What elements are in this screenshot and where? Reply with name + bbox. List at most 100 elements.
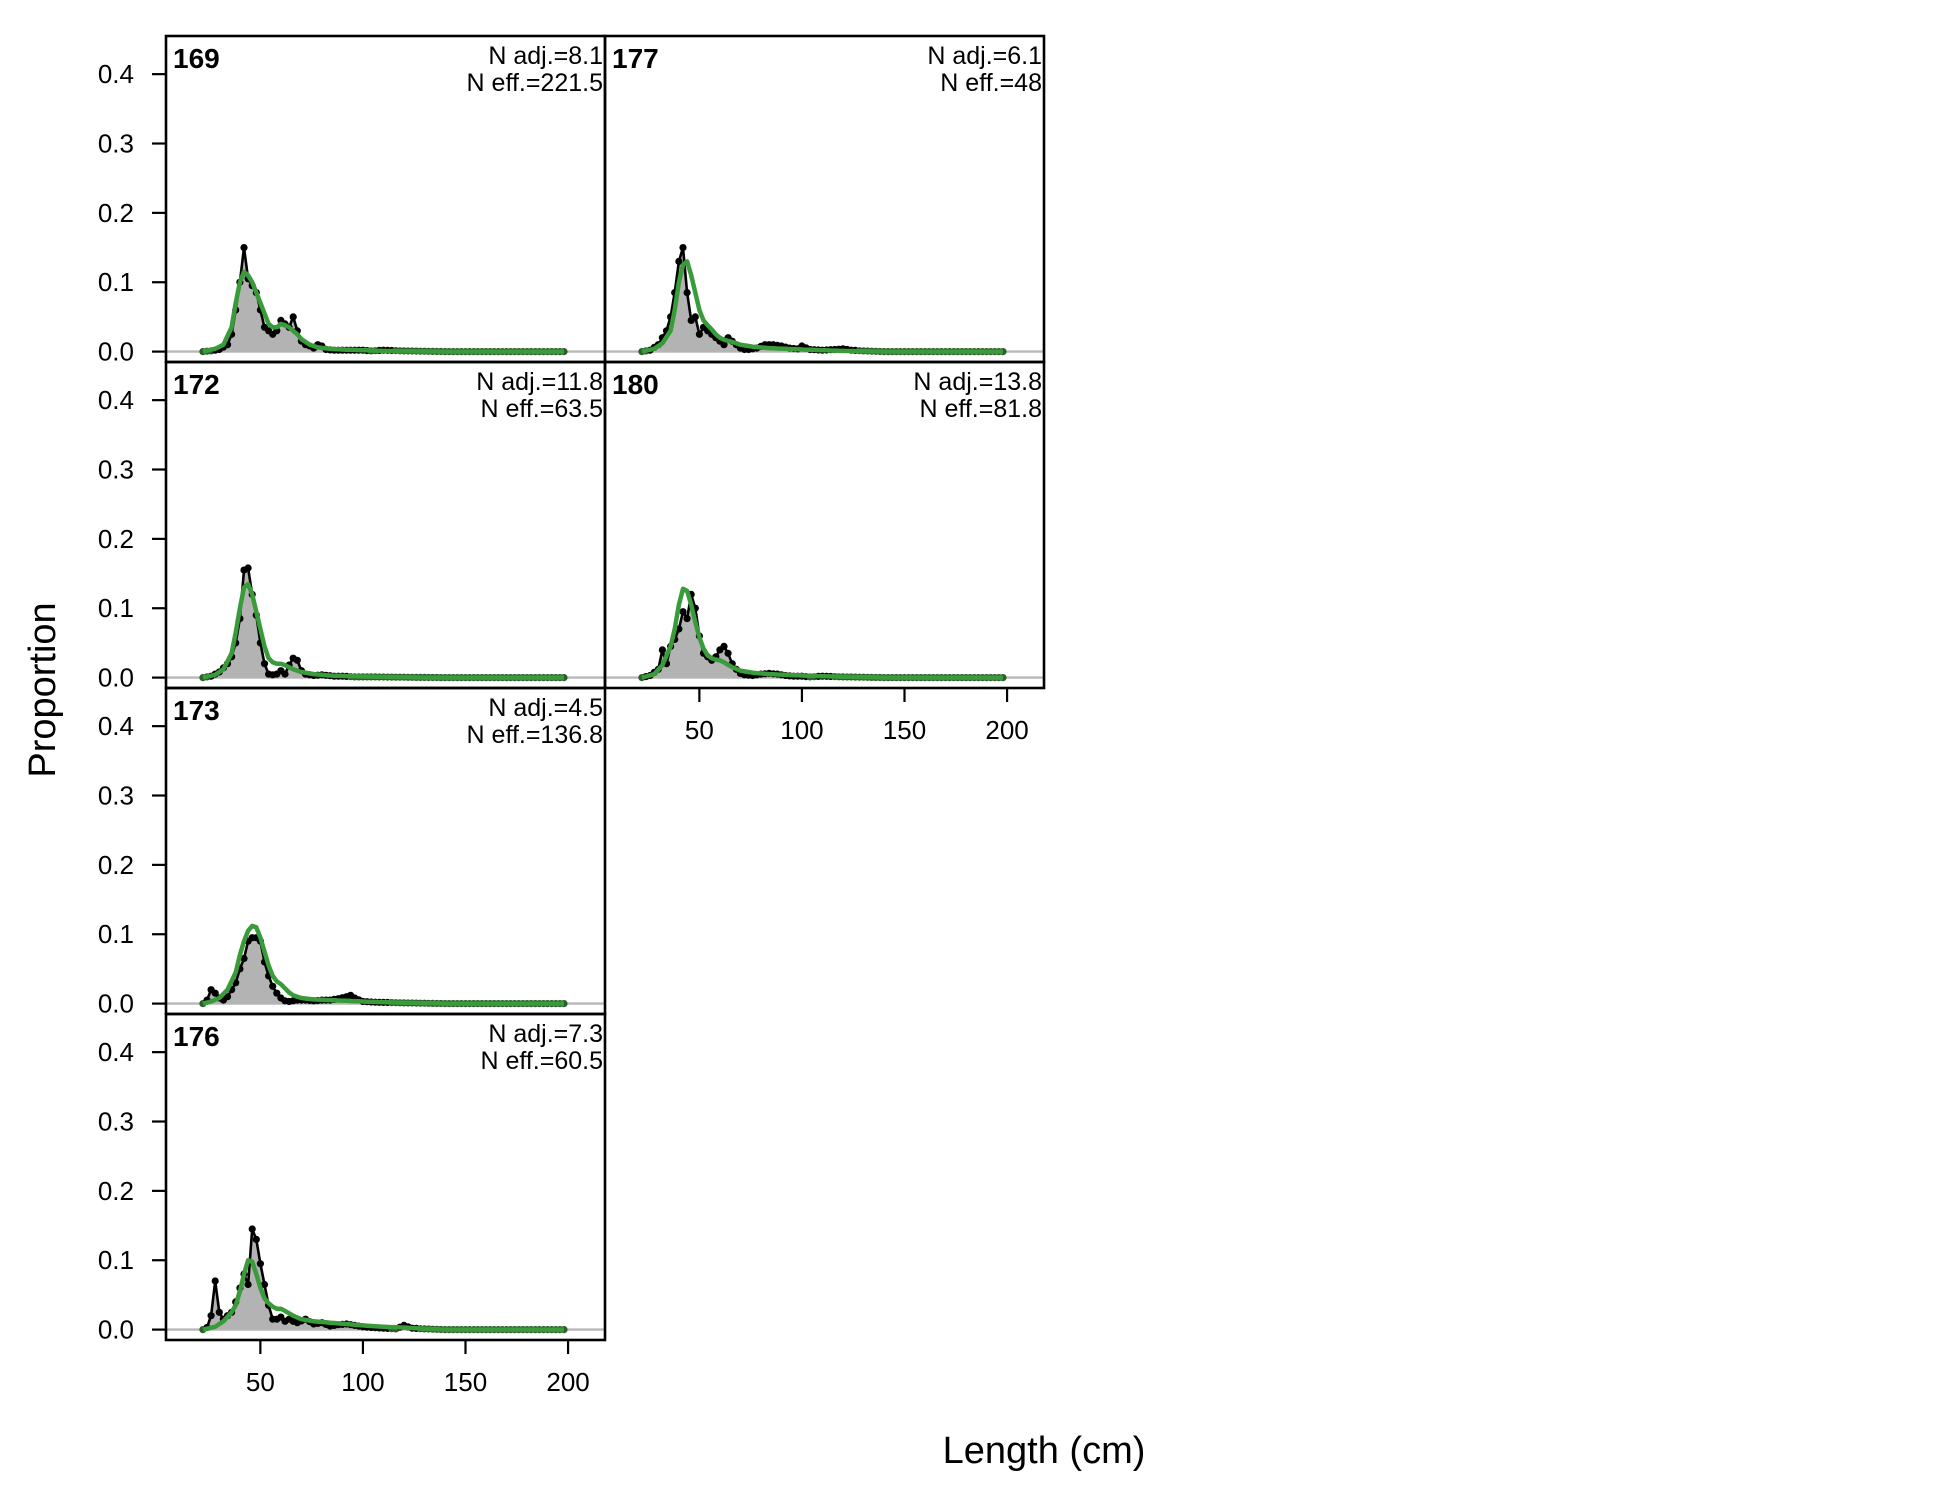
y-tick-label: 0.2 xyxy=(98,850,134,880)
y-tick-label: 0.4 xyxy=(98,1037,134,1067)
expected-line xyxy=(202,1257,564,1332)
observed-area xyxy=(641,594,1003,678)
observed-point xyxy=(211,1277,219,1285)
x-tick-label: 100 xyxy=(780,715,823,745)
observed-point xyxy=(252,1235,260,1243)
expected-line xyxy=(202,269,564,354)
x-tick-label: 50 xyxy=(246,1367,275,1397)
panel-176: 176 N adj.=7.3N eff.=60.5 0.0 0.1 0.2 0.3 0.4 5… xyxy=(98,1012,607,1397)
observed-point xyxy=(244,1280,252,1289)
observed-point xyxy=(244,564,252,572)
x-tick-label: 150 xyxy=(444,1367,487,1397)
panel-frame xyxy=(603,360,1046,690)
y-tick-label: 0.3 xyxy=(98,1107,134,1137)
y-tick-label: 0.0 xyxy=(98,663,134,693)
panel-177: 177 N adj.=6.1N eff.=48 xyxy=(603,34,1046,364)
observed-point xyxy=(683,615,691,623)
observed-point xyxy=(679,244,687,252)
observed-point xyxy=(240,244,248,252)
observed-area xyxy=(641,247,1003,352)
observed-point xyxy=(211,989,219,997)
observed-point xyxy=(256,1260,264,1268)
panel-169: 169 N adj.=8.1N eff.=221.5 0.0 0.1 0.2 0.3 0.4 xyxy=(98,34,607,367)
y-tick-label: 0.0 xyxy=(98,1315,134,1345)
n-eff-label: N eff.=221.5 xyxy=(467,69,603,97)
y-tick-label: 0.3 xyxy=(98,455,134,485)
y-tick-label: 0.2 xyxy=(98,198,134,228)
observed-point xyxy=(720,341,728,349)
observed-point xyxy=(260,1280,269,1289)
n-adj-label: N adj.=11.8 xyxy=(476,368,603,396)
y-tick-label: 0.2 xyxy=(98,1176,134,1206)
observed-area xyxy=(202,1229,564,1330)
panel-frame xyxy=(164,1012,607,1342)
observed-area xyxy=(202,247,564,352)
n-eff-label: N eff.=136.8 xyxy=(467,721,603,749)
observed-area xyxy=(202,568,564,678)
observed-point xyxy=(724,649,732,657)
y-tick-label: 0.0 xyxy=(98,337,134,367)
y-tick-label: 0.4 xyxy=(98,385,134,415)
y-tick-label: 0.2 xyxy=(98,524,134,554)
panel-172: 172 N adj.=11.8N eff.=63.5 0.0 0.1 0.2 0.3 0.4 xyxy=(98,360,607,693)
observed-point xyxy=(248,1225,256,1233)
observed-point xyxy=(683,289,691,297)
n-eff-label: N eff.=48 xyxy=(940,69,1042,97)
n-eff-label: N eff.=81.8 xyxy=(919,395,1042,423)
observed-point xyxy=(269,982,277,990)
expected-line xyxy=(641,586,1003,680)
n-eff-label: N eff.=63.5 xyxy=(480,395,603,423)
observed-point xyxy=(260,660,269,668)
y-tick-label: 0.3 xyxy=(98,781,134,811)
y-tick-label: 0.3 xyxy=(98,129,134,159)
observed-point xyxy=(273,989,281,997)
observed-point xyxy=(720,642,728,651)
panel-180: 180 N adj.=13.8N eff.=81.8 50 100 150 200 xyxy=(603,360,1046,745)
observed-point xyxy=(207,1312,215,1320)
expected-line xyxy=(202,581,564,680)
y-tick-label: 0.1 xyxy=(98,267,134,297)
panel-label: 176 xyxy=(173,1021,220,1052)
observed-point xyxy=(293,656,301,664)
observed-point xyxy=(215,1308,223,1316)
observed-point xyxy=(675,257,683,265)
panel-label: 180 xyxy=(612,369,659,400)
y-tick-label: 0.4 xyxy=(98,711,134,741)
y-tick-label: 0.0 xyxy=(98,989,134,1019)
observed-point xyxy=(658,646,667,654)
observed-point xyxy=(679,608,687,616)
panel-label: 177 xyxy=(612,43,659,74)
observed-area xyxy=(202,937,564,1004)
x-tick-label: 200 xyxy=(546,1367,589,1397)
expected-line xyxy=(641,259,1003,354)
panels-layer: 169 N adj.=8.1N eff.=221.5 0.0 0.1 0.2 0.3 0.4… xyxy=(98,34,1046,1397)
observed-point xyxy=(695,330,704,338)
panel-label: 169 xyxy=(173,43,220,74)
n-eff-label: N eff.=60.5 xyxy=(480,1047,603,1075)
y-axis-title: Proportion xyxy=(22,602,64,777)
n-adj-label: N adj.=6.1 xyxy=(927,42,1042,70)
y-tick-label: 0.1 xyxy=(98,1245,134,1275)
n-adj-label: N adj.=8.1 xyxy=(488,42,603,70)
panel-label: 172 xyxy=(173,369,220,400)
y-tick-label: 0.1 xyxy=(98,919,134,949)
x-axis-title: Length (cm) xyxy=(943,1430,1146,1472)
observed-point xyxy=(289,313,297,321)
y-tick-label: 0.1 xyxy=(98,593,134,623)
n-adj-label: N adj.=4.5 xyxy=(488,694,603,722)
observed-point xyxy=(240,954,248,963)
observed-point xyxy=(223,993,232,1001)
n-adj-label: N adj.=7.3 xyxy=(488,1020,603,1048)
expected-line xyxy=(202,923,564,1006)
x-tick-label: 150 xyxy=(883,715,926,745)
x-tick-label: 100 xyxy=(341,1367,384,1397)
x-tick-label: 50 xyxy=(685,715,714,745)
x-tick-label: 200 xyxy=(985,715,1028,745)
y-tick-label: 0.4 xyxy=(98,59,134,89)
observed-point xyxy=(281,670,289,678)
n-adj-label: N adj.=13.8 xyxy=(913,368,1042,396)
observed-point xyxy=(691,313,699,321)
panel-173: 173 N adj.=4.5N eff.=136.8 0.0 0.1 0.2 0.3 0.4 xyxy=(98,686,607,1019)
panel-label: 173 xyxy=(173,695,220,726)
